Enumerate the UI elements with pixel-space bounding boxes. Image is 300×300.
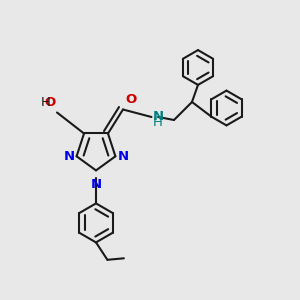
- Text: N: N: [153, 110, 164, 123]
- Text: N: N: [117, 150, 128, 163]
- Text: O: O: [125, 93, 136, 106]
- Text: O: O: [44, 97, 56, 110]
- Text: H: H: [153, 116, 163, 129]
- Text: H: H: [40, 97, 50, 110]
- Text: N: N: [64, 150, 75, 163]
- Text: N: N: [90, 178, 102, 191]
